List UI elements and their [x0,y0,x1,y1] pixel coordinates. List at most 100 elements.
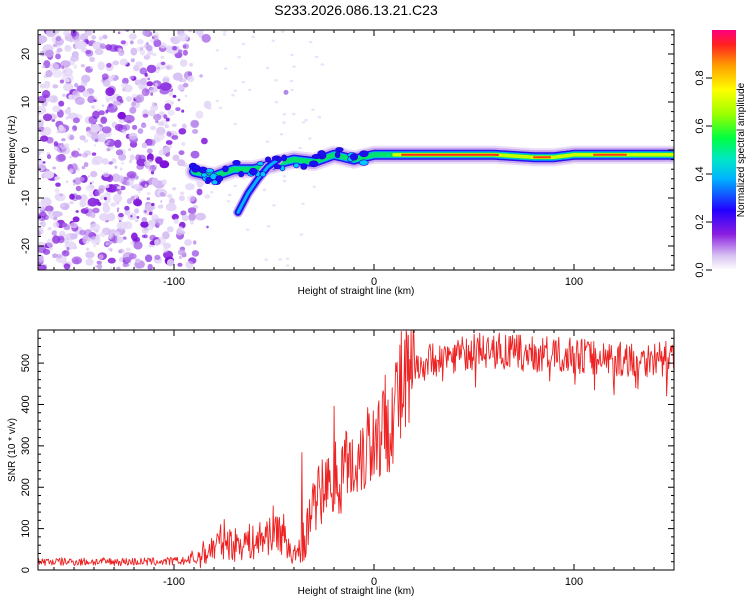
noise-blob [164,103,172,111]
spectrogram-x-label: Height of straight line (km) [298,286,415,297]
noise-blob [80,63,85,68]
noise-blob [166,131,172,137]
noise-blob [114,123,124,132]
spectrogram-y-label: Frequency (Hz) [7,116,18,185]
noise-blob [178,128,187,135]
noise-blob [160,200,163,203]
noise-blob [172,46,177,51]
noise-blob [266,225,271,228]
noise-blob [105,44,113,51]
noise-blob [61,138,66,142]
noise-blob [105,87,115,97]
noise-blob [133,198,142,207]
noise-blob [52,105,61,113]
noise-blob [86,237,92,242]
noise-blob [102,202,109,207]
noise-blob [79,200,83,204]
noise-blob [163,114,168,119]
noise-blob [74,83,79,88]
noise-blob [177,84,185,91]
noise-blob [290,53,294,57]
noise-blob [73,183,76,186]
noise-blob [135,94,145,103]
noise-blob [130,47,138,56]
noise-blob [107,257,116,264]
noise-blob [69,135,74,141]
noise-blob [153,114,162,121]
noise-blob [201,33,211,43]
noise-blob [82,152,88,158]
y-tick-label: 500 [20,354,32,372]
noise-blob [56,47,63,53]
noise-blob [134,194,139,198]
noise-blob [136,215,140,219]
noise-blob [154,82,158,87]
noise-blob [165,117,170,122]
noise-blob [285,264,290,267]
noise-blob [43,126,52,136]
noise-blob [119,167,123,171]
noise-blob [63,263,71,270]
noise-blob [106,63,112,68]
noise-blob [301,121,306,124]
noise-blob [61,146,71,155]
noise-blob [116,149,122,155]
noise-blob [82,90,90,98]
noise-blob [130,195,136,201]
noise-blob [262,188,267,192]
noise-blob [101,104,105,107]
noise-blob [160,55,165,59]
noise-blob [151,101,155,106]
noise-blob [180,210,187,216]
snr-panel: -100 0 100 0 100 200 300 400 500 Height of strai… [7,329,675,597]
noise-blob [126,264,130,267]
noise-blob [175,107,181,112]
noise-blob [78,177,85,182]
noise-blob [93,99,97,102]
noise-blob [147,220,154,226]
noise-blob [171,123,177,128]
colorbar-tick-label: 0.6 [694,118,706,133]
noise-blob [116,266,121,270]
noise-blob [191,250,200,257]
noise-blob [92,41,103,50]
noise-blob [58,100,65,107]
noise-blob [144,254,153,263]
noise-blob [144,184,148,188]
ridge-blob [201,172,208,178]
noise-blob [59,148,62,151]
noise-blob [159,192,166,197]
y-tick-label: 300 [20,437,32,455]
noise-blob [117,186,122,190]
noise-blob [154,239,160,246]
noise-blob [142,30,150,37]
noise-blob [68,168,74,174]
noise-blob [215,99,220,103]
noise-blob [167,109,175,116]
noise-blob [52,84,59,89]
noise-blob [110,202,117,207]
noise-blob [52,166,57,170]
y-tick-label: 100 [20,519,32,537]
noise-blob [177,98,181,102]
noise-blob [105,142,109,146]
noise-blob [278,258,282,261]
noise-blob [237,56,241,59]
noise-blob [110,266,113,270]
noise-blob [75,182,79,185]
snr-y-label: SNR (10 * v/v) [7,418,18,482]
noise-blob [42,113,53,122]
noise-blob [119,185,126,191]
noise-blob [105,109,109,114]
noise-blob [43,60,51,69]
noise-blob [137,128,144,134]
noise-blob [172,154,180,161]
noise-blob [149,234,157,241]
noise-blob [182,43,190,50]
noise-blob [40,220,46,228]
ridge-blob [281,154,287,162]
ridge-blob [359,150,369,157]
noise-blob [121,162,124,165]
noise-blob [231,94,235,97]
noise-blob [308,40,313,44]
